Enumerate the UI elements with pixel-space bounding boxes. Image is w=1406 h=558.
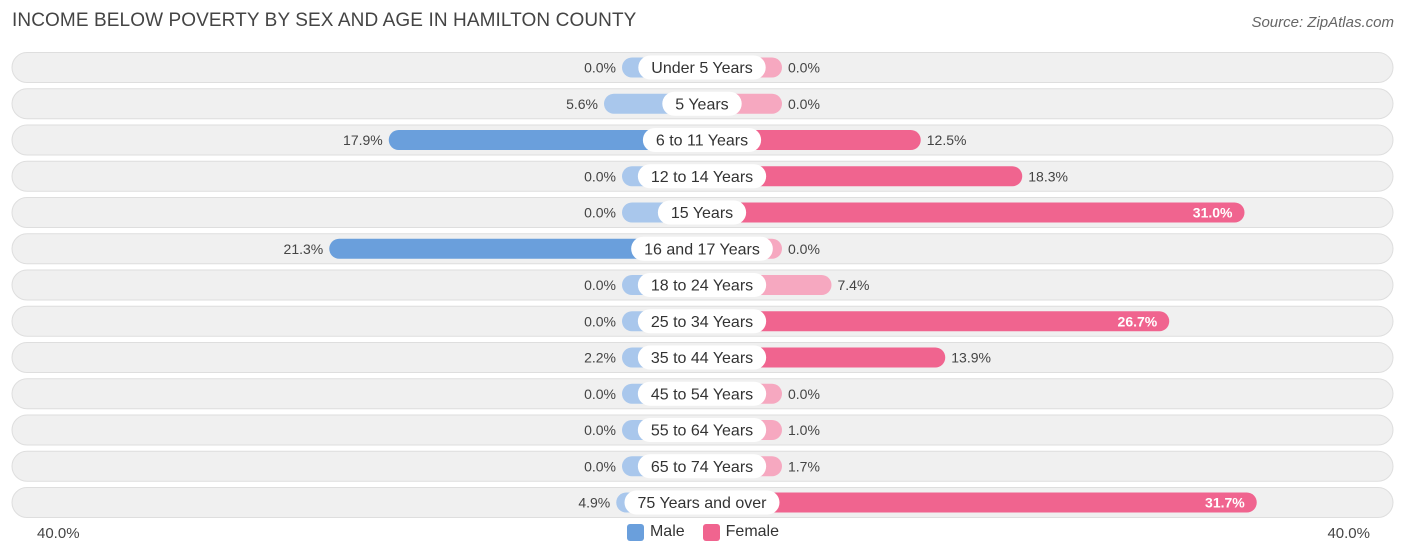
value-label-female: 12.5% xyxy=(927,132,967,148)
value-label-male: 0.0% xyxy=(584,60,616,76)
legend-label-male: Male xyxy=(649,523,685,540)
value-label-female: 1.0% xyxy=(788,422,820,438)
value-label-female: 31.7% xyxy=(1205,495,1245,511)
category-pill xyxy=(637,454,767,479)
category-pill xyxy=(662,91,742,116)
legend-item-male[interactable]: Male xyxy=(626,523,685,541)
category-pill xyxy=(637,418,767,442)
category-pill xyxy=(657,200,747,225)
bar-female xyxy=(702,166,1023,187)
category-label: 5 Years xyxy=(675,96,728,113)
value-label-female: 0.0% xyxy=(788,386,820,402)
value-label-male: 0.0% xyxy=(584,422,616,438)
value-label-male: 0.0% xyxy=(584,205,616,221)
category-pill xyxy=(638,55,766,80)
category-pill xyxy=(642,128,762,152)
category-label: Under 5 Years xyxy=(651,60,752,77)
legend: Male Female xyxy=(0,523,1406,541)
category-pill xyxy=(637,345,767,370)
value-label-female: 7.4% xyxy=(838,277,870,293)
category-label: 18 to 24 Years xyxy=(651,278,753,295)
value-label-male: 0.0% xyxy=(584,458,616,474)
category-label: 75 Years and over xyxy=(638,495,768,512)
value-label-male: 5.6% xyxy=(566,96,598,112)
category-label: 12 to 14 Years xyxy=(651,169,753,186)
category-label: 15 Years xyxy=(671,205,733,222)
value-label-male: 17.9% xyxy=(343,132,383,148)
value-label-female: 26.7% xyxy=(1118,313,1158,329)
value-label-female: 1.7% xyxy=(788,458,820,474)
category-pill xyxy=(637,381,767,406)
category-label: 16 and 17 Years xyxy=(644,241,760,258)
category-label: 35 to 44 Years xyxy=(651,350,753,367)
value-label-male: 2.2% xyxy=(584,350,616,366)
axis-left-label: 40.0% xyxy=(37,525,80,542)
value-label-male: 0.0% xyxy=(584,277,616,293)
value-label-female: 31.0% xyxy=(1193,205,1233,221)
value-label-female: 0.0% xyxy=(788,60,820,76)
value-label-female: 0.0% xyxy=(788,96,820,112)
chart: Under 5 Years 0.0% 0.0% 5 Years 5.6% 0.0% 6 to… xyxy=(11,52,1394,518)
category-pill xyxy=(631,236,773,261)
category-label: 25 to 34 Years xyxy=(651,314,753,331)
category-pill xyxy=(624,490,780,515)
legend-item-female[interactable]: Female xyxy=(702,523,780,541)
bar-male xyxy=(388,130,702,150)
category-label: 45 to 54 Years xyxy=(651,386,753,403)
legend-label-female: Female xyxy=(725,523,780,540)
value-label-male: 21.3% xyxy=(284,241,324,257)
bar-female xyxy=(702,492,1257,513)
bar-male xyxy=(329,238,702,259)
bar-female xyxy=(702,202,1245,223)
category-pill xyxy=(637,164,767,189)
category-label: 6 to 11 Years xyxy=(656,133,748,150)
category-label: 65 to 74 Years xyxy=(651,459,753,476)
value-label-female: 13.9% xyxy=(951,350,991,366)
value-label-male: 0.0% xyxy=(584,168,616,184)
bar-female xyxy=(702,311,1170,332)
category-pill xyxy=(637,309,767,334)
value-label-female: 18.3% xyxy=(1028,168,1068,184)
value-label-male: 0.0% xyxy=(584,386,616,402)
legend-swatch-female xyxy=(702,523,720,541)
axis-right-label: 40.0% xyxy=(1327,525,1370,542)
category-pill xyxy=(637,273,767,297)
legend-swatch-male xyxy=(626,523,644,541)
value-label-female: 0.0% xyxy=(788,241,820,257)
source-label: Source: ZipAtlas.com xyxy=(1251,14,1394,31)
category-label: 55 to 64 Years xyxy=(651,423,753,440)
value-label-male: 4.9% xyxy=(578,495,610,511)
chart-title: INCOME BELOW POVERTY BY SEX AND AGE IN H… xyxy=(12,10,637,31)
value-label-male: 0.0% xyxy=(584,313,616,329)
